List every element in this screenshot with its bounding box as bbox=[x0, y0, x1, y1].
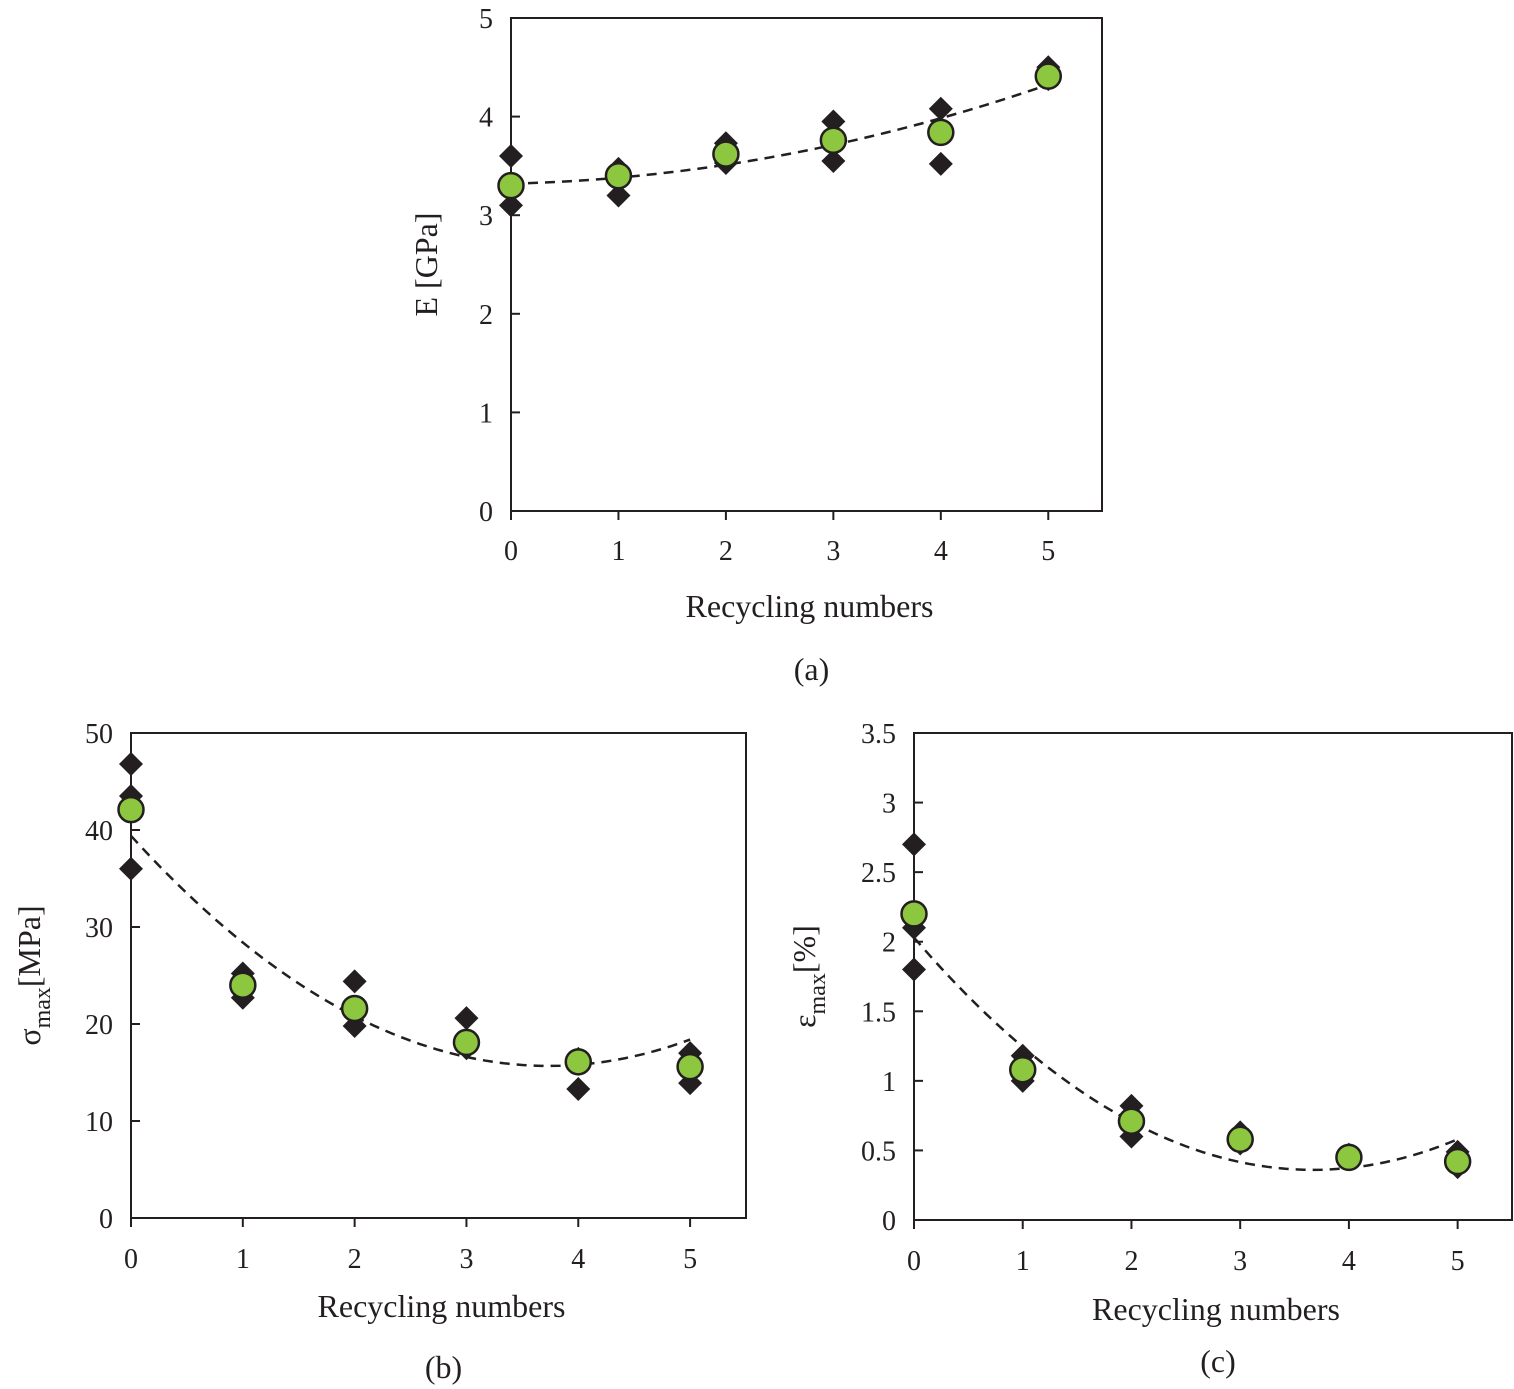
y-tick-label-b: 40 bbox=[85, 816, 113, 847]
specimen-diamond-a bbox=[821, 109, 846, 134]
mean-point-b bbox=[676, 1052, 704, 1081]
panel-caption-a: (a) bbox=[794, 651, 830, 687]
y-axis-title-main-b: σ bbox=[11, 1028, 47, 1045]
fit-curve-b bbox=[130, 834, 691, 1068]
x-tick-label-b: 3 bbox=[459, 1244, 473, 1275]
y-axis-title-b: σmax[MPa] bbox=[11, 905, 56, 1045]
y-tick-label-c: 3.5 bbox=[861, 719, 896, 750]
x-tick-label-c: 0 bbox=[907, 1246, 921, 1277]
mean-point-b bbox=[564, 1048, 593, 1076]
plot-frame-b bbox=[130, 732, 747, 1219]
y-axis-title-tail-c: [%] bbox=[786, 925, 822, 973]
y-tick-label-c: 0 bbox=[882, 1206, 896, 1237]
specimen-diamond-c bbox=[902, 832, 926, 857]
x-tick-label-a: 4 bbox=[934, 536, 948, 567]
y-tick-label-c: 2.5 bbox=[861, 858, 896, 889]
mean-point-c bbox=[1443, 1147, 1472, 1176]
panel-caption-b: (b) bbox=[425, 1349, 462, 1385]
x-tick-label-c: 5 bbox=[1451, 1246, 1465, 1277]
mean-point-a bbox=[927, 118, 955, 147]
y-tick-label-b: 50 bbox=[85, 719, 113, 750]
x-tick-label-a: 5 bbox=[1041, 536, 1055, 567]
x-tick-label-a: 3 bbox=[826, 536, 840, 567]
mean-point-b bbox=[117, 795, 145, 824]
x-tick-label-b: 5 bbox=[683, 1244, 697, 1275]
y-axis-title-sub-c: max bbox=[805, 973, 831, 1014]
y-tick-label-a: 4 bbox=[479, 103, 493, 134]
y-tick-label-a: 1 bbox=[479, 398, 493, 429]
y-axis-title-main-c: ε bbox=[786, 1014, 822, 1027]
x-tick-label-c: 3 bbox=[1233, 1246, 1247, 1277]
y-tick-label-c: 1.5 bbox=[861, 997, 896, 1028]
specimen-diamond-b bbox=[342, 969, 367, 994]
y-tick-label-c: 0.5 bbox=[861, 1136, 896, 1167]
y-tick-label-b: 20 bbox=[85, 1010, 113, 1041]
fit-curve-a bbox=[510, 83, 1049, 185]
specimen-diamond-b bbox=[566, 1076, 591, 1101]
mean-point-c bbox=[1335, 1143, 1363, 1172]
x-tick-label-b: 0 bbox=[124, 1244, 138, 1275]
x-tick-label-a: 0 bbox=[504, 536, 518, 567]
mean-point-a bbox=[1034, 62, 1063, 90]
mean-point-b bbox=[452, 1028, 481, 1057]
specimen-diamond-b bbox=[454, 1006, 479, 1031]
y-axis-title-tail-b: [MPa] bbox=[11, 905, 47, 987]
specimen-diamond-a bbox=[821, 148, 846, 173]
x-tick-label-b: 1 bbox=[236, 1244, 250, 1275]
mean-point-a bbox=[819, 126, 848, 155]
x-tick-label-b: 2 bbox=[348, 1244, 362, 1275]
fit-curve-c bbox=[913, 936, 1459, 1172]
specimen-diamond-a bbox=[499, 193, 523, 218]
x-tick-label-c: 1 bbox=[1016, 1246, 1030, 1277]
x-axis-title-c: Recycling numbers bbox=[1092, 1291, 1340, 1327]
x-tick-label-b: 4 bbox=[571, 1244, 585, 1275]
plot-frame-a bbox=[510, 17, 1103, 512]
y-tick-label-c: 1 bbox=[882, 1067, 896, 1098]
y-tick-label-a: 0 bbox=[479, 497, 493, 528]
y-axis-title-main-a: E [GPa] bbox=[408, 213, 444, 317]
x-tick-label-a: 2 bbox=[719, 536, 733, 567]
y-tick-label-a: 3 bbox=[479, 201, 493, 232]
x-tick-label-c: 2 bbox=[1124, 1246, 1138, 1277]
y-tick-label-a: 5 bbox=[479, 4, 493, 35]
specimen-diamond-a bbox=[928, 151, 953, 176]
mean-point-a bbox=[712, 140, 740, 168]
mean-point-b bbox=[340, 994, 369, 1023]
mean-point-c bbox=[1008, 1055, 1037, 1084]
y-tick-label-a: 2 bbox=[479, 300, 493, 331]
mean-point-c bbox=[1226, 1125, 1254, 1154]
panel-caption-c: (c) bbox=[1200, 1343, 1236, 1379]
chart-a: 0 1 2 3 4 5 0 1 2 3 4 5 Recycling numbers E [GPa] (a) bbox=[408, 4, 1103, 687]
specimen-diamond-c bbox=[902, 957, 926, 982]
y-axis-title-sub-b: max bbox=[30, 987, 56, 1028]
specimen-diamond-a bbox=[606, 183, 631, 208]
y-axis-title-a: E [GPa] bbox=[408, 213, 444, 317]
y-tick-label-c: 2 bbox=[882, 928, 896, 959]
mean-point-a bbox=[604, 162, 633, 190]
y-tick-label-c: 3 bbox=[882, 789, 896, 820]
specimen-diamond-a bbox=[928, 96, 953, 121]
y-tick-label-b: 30 bbox=[85, 913, 113, 944]
mean-point-c bbox=[900, 900, 928, 928]
specimen-diamond-b bbox=[119, 856, 143, 881]
chart-c: 0 1 2 3 4 5 0 0.5 1 1.5 2 2.5 3 3.5 Recycling numbers ε… bbox=[786, 719, 1513, 1379]
x-axis-title-b: Recycling numbers bbox=[318, 1288, 566, 1324]
mean-point-b bbox=[229, 971, 257, 999]
y-tick-label-b: 10 bbox=[85, 1107, 113, 1138]
mean-point-a bbox=[497, 171, 525, 200]
y-axis-title-c: εmax[%] bbox=[786, 925, 831, 1028]
specimen-diamond-b bbox=[119, 752, 143, 777]
x-tick-label-c: 4 bbox=[1342, 1246, 1356, 1277]
mean-point-c bbox=[1117, 1107, 1146, 1135]
specimen-diamond-a bbox=[499, 144, 523, 169]
x-tick-label-a: 1 bbox=[611, 536, 625, 567]
y-tick-label-b: 0 bbox=[99, 1204, 113, 1235]
x-axis-title-a: Recycling numbers bbox=[686, 588, 934, 624]
